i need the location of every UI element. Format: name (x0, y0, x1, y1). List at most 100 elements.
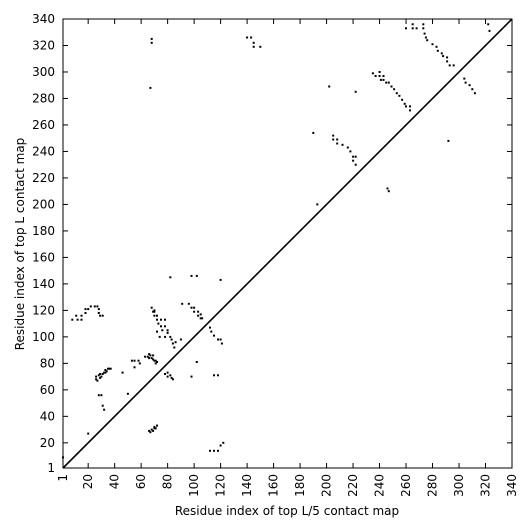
contact-point-lower-35 (121, 371, 124, 374)
contact-point-upper-63 (463, 77, 466, 80)
contact-point-lower-108 (219, 338, 222, 341)
contact-point-upper-33 (387, 190, 390, 193)
contact-point-lower-67 (169, 335, 172, 338)
contact-point-upper-21 (354, 155, 357, 158)
contact-point-lower-104 (209, 326, 211, 329)
contact-point-lower-65 (166, 329, 169, 332)
contact-point-lower-73 (148, 429, 151, 432)
contact-point-upper-2 (150, 41, 153, 44)
contact-point-lower-60 (157, 322, 160, 325)
contact-point-upper-22 (354, 163, 357, 166)
contact-point-lower-58 (156, 314, 158, 317)
contact-point-lower-53 (154, 359, 157, 362)
contact-point-lower-75 (150, 428, 153, 431)
x-tick-label-1: 20 (81, 474, 95, 489)
contact-point-lower-112 (190, 375, 193, 378)
contact-point-upper-35 (390, 85, 393, 88)
contact-point-upper-60 (448, 64, 451, 67)
contact-point-upper-64 (464, 81, 467, 84)
contact-point-lower-38 (133, 359, 136, 362)
contact-point-upper-67 (473, 92, 476, 95)
contact-point-upper-13 (332, 138, 335, 141)
contact-point-lower-22 (100, 375, 103, 378)
contact-point-lower-27 (105, 370, 108, 373)
contact-point-upper-26 (378, 71, 381, 73)
contact-point-upper-11 (328, 85, 331, 88)
contact-point-lower-40 (138, 362, 141, 365)
contact-point-lower-85 (170, 376, 173, 379)
contact-point-upper-40 (403, 102, 406, 105)
contact-point-lower-100 (197, 314, 200, 317)
contact-points (62, 23, 491, 459)
y-tick-label-9: 180 (32, 224, 55, 238)
contact-point-lower-49 (152, 354, 155, 357)
contact-point-lower-25 (104, 371, 107, 374)
contact-point-lower-39 (137, 359, 140, 362)
contact-point-lower-57 (153, 314, 156, 317)
contact-point-lower-115 (213, 449, 215, 452)
contact-point-upper-34 (387, 81, 390, 84)
contact-point-upper-3 (150, 37, 153, 40)
contact-point-lower-93 (187, 302, 190, 305)
contact-point-upper-19 (352, 155, 355, 158)
contact-point-lower-50 (153, 359, 156, 362)
y-axis-label: Residue index of top L contact map (13, 138, 27, 351)
contact-point-lower-30 (109, 367, 112, 370)
contact-point-upper-20 (352, 159, 355, 162)
contact-point-lower-45 (148, 357, 151, 360)
contact-point-lower-102 (199, 313, 202, 316)
contact-point-upper-25 (374, 75, 377, 77)
x-tick-label-7: 140 (240, 474, 254, 497)
y-tick-label-1: 20 (40, 436, 55, 450)
contact-point-lower-81 (164, 373, 166, 375)
contact-point-upper-23 (354, 90, 357, 93)
x-tick-label-4: 80 (161, 474, 175, 489)
contact-point-lower-71 (169, 276, 172, 279)
contact-point-lower-110 (219, 278, 222, 281)
contact-point-upper-18 (349, 150, 352, 153)
contact-point-lower-3 (80, 318, 83, 321)
contact-point-lower-8 (89, 305, 92, 308)
contact-point-lower-33 (101, 404, 104, 407)
contact-point-upper-58 (446, 56, 449, 59)
contact-point-lower-87 (153, 309, 156, 312)
contact-point-lower-6 (84, 308, 87, 311)
contact-point-upper-41 (405, 105, 407, 108)
contact-point-lower-63 (164, 318, 166, 321)
contact-point-lower-107 (217, 338, 219, 341)
contact-point-lower-61 (160, 325, 162, 328)
contact-point-lower-106 (213, 334, 215, 337)
contact-point-lower-105 (210, 330, 213, 333)
y-tick-label-11: 220 (32, 171, 55, 185)
x-tick-label-12: 240 (373, 474, 387, 497)
contact-point-lower-78 (153, 425, 156, 428)
x-tick-label-8: 160 (267, 474, 281, 497)
contact-point-upper-36 (393, 88, 396, 91)
contact-point-lower-66 (166, 331, 169, 334)
contact-point-upper-57 (442, 55, 445, 58)
contact-point-lower-42 (144, 355, 147, 358)
contact-point-lower-13 (99, 314, 102, 317)
contact-point-lower-37 (130, 359, 133, 362)
contact-point-upper-48 (422, 23, 425, 26)
contact-point-upper-68 (487, 23, 490, 26)
contact-point-upper-39 (401, 98, 404, 101)
contact-point-lower-70 (173, 346, 176, 349)
contact-point-lower-116 (217, 449, 219, 452)
contact-point-upper-46 (405, 27, 407, 30)
y-tick-label-5: 100 (32, 330, 55, 344)
y-tick-label-4: 80 (40, 356, 55, 370)
contact-point-lower-44 (148, 353, 151, 356)
contact-point-lower-7 (87, 308, 90, 311)
contact-point-lower-109 (220, 342, 223, 345)
y-tick-label-6: 120 (32, 303, 55, 317)
contact-point-upper-31 (385, 81, 388, 84)
contact-point-lower-72 (174, 341, 177, 344)
x-tick-label-13: 260 (399, 474, 413, 497)
contact-point-lower-84 (169, 374, 172, 377)
contact-point-lower-88 (156, 330, 158, 333)
contact-point-lower-69 (171, 342, 174, 345)
contact-point-lower-55 (152, 310, 155, 313)
contact-point-lower-34 (103, 408, 106, 411)
